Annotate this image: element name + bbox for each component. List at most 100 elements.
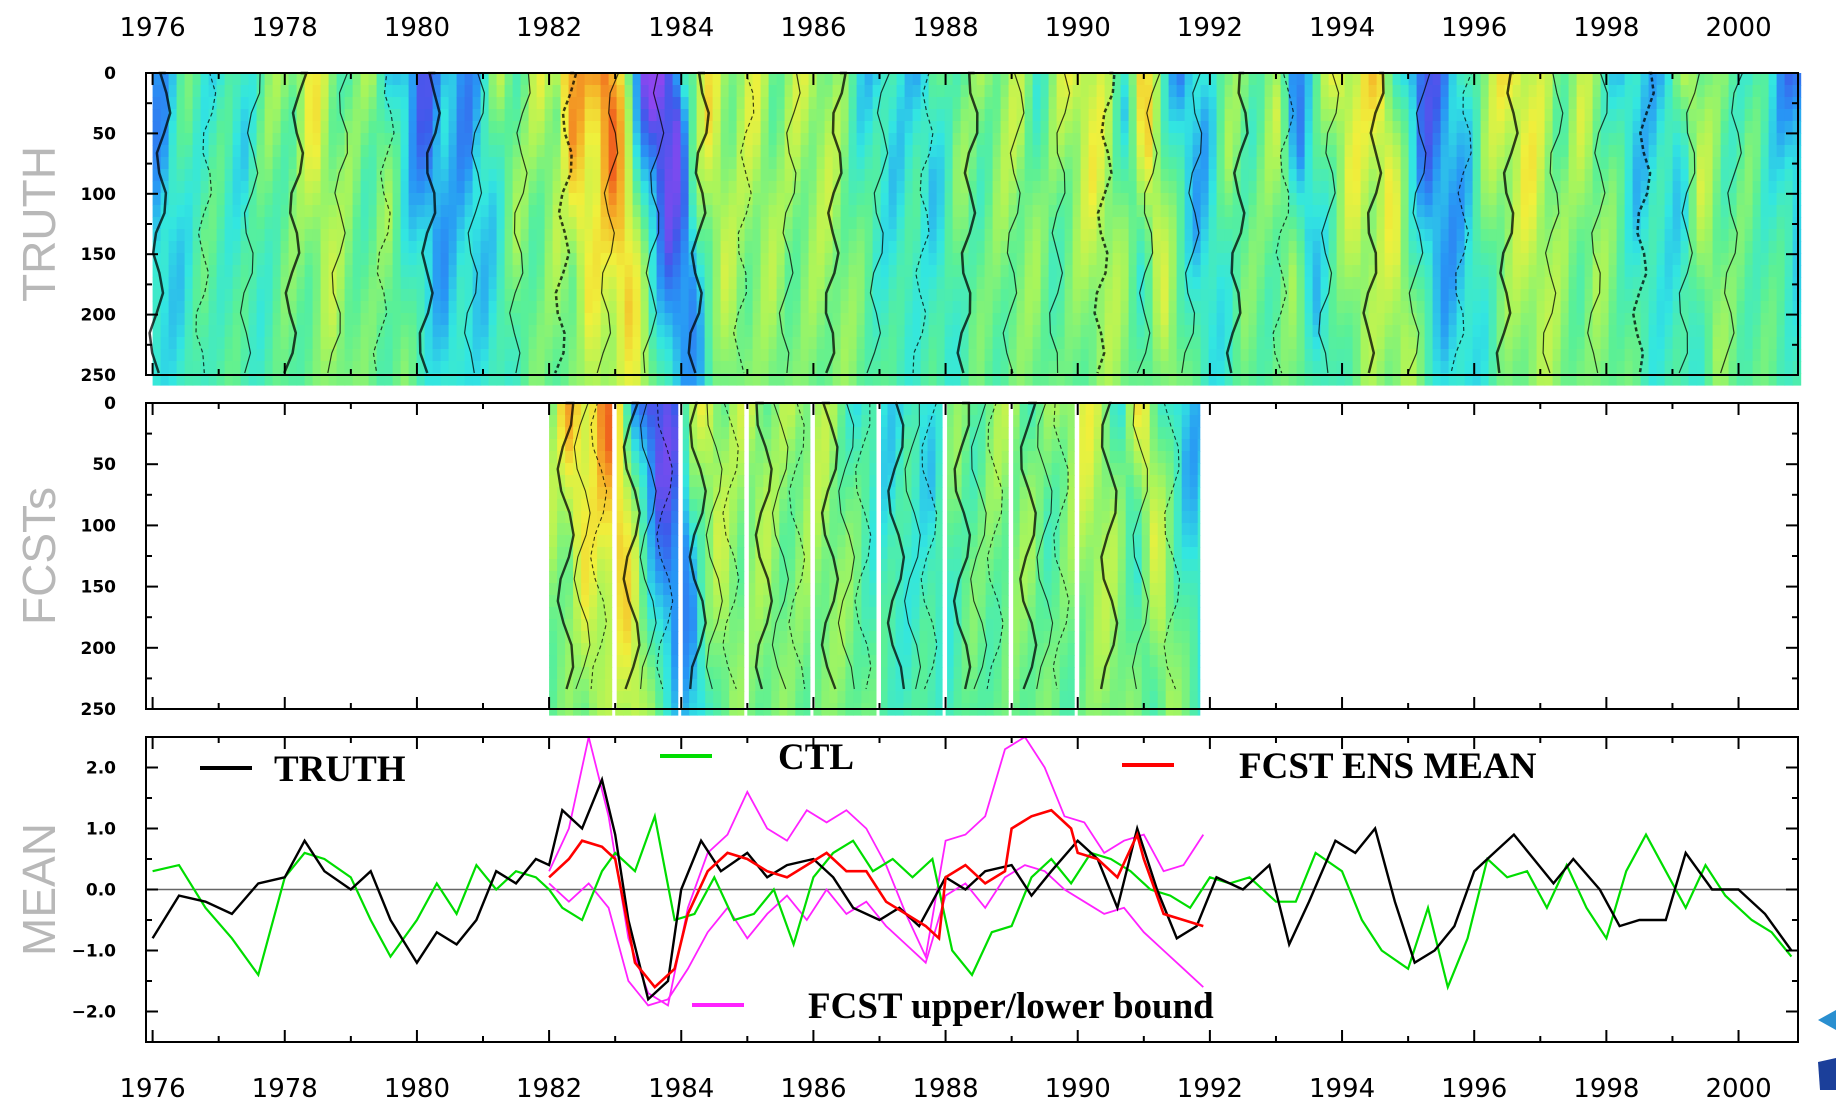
heatmap-cell xyxy=(704,193,714,206)
heatmap-cell xyxy=(896,361,906,374)
heatmap-cell xyxy=(528,313,538,326)
heatmap-cell xyxy=(840,97,850,110)
heatmap-cell xyxy=(1072,265,1082,278)
heatmap-cell xyxy=(960,337,970,350)
heatmap-cell xyxy=(208,97,218,110)
heatmap-cell xyxy=(296,349,306,362)
heatmap-cell xyxy=(1520,217,1530,230)
heatmap-cell xyxy=(1360,217,1370,230)
heatmap-cell xyxy=(1584,121,1594,134)
heatmap-cell xyxy=(1656,265,1666,278)
heatmap-cell xyxy=(1096,241,1106,254)
heatmap-cell xyxy=(1592,193,1602,206)
heatmap-cell xyxy=(880,109,890,122)
heatmap-cell xyxy=(392,373,402,386)
heatmap-cell xyxy=(184,373,194,386)
heatmap-cell xyxy=(1128,313,1138,326)
heatmap-cell xyxy=(920,85,930,98)
heatmap-cell xyxy=(1280,145,1290,158)
heatmap-cell xyxy=(488,337,498,350)
heatmap-cell xyxy=(1664,277,1674,290)
heatmap-cell xyxy=(656,121,666,134)
heatmap-cell xyxy=(1080,109,1090,122)
heatmap-cell xyxy=(1488,229,1498,242)
heatmap-cell xyxy=(1136,85,1146,98)
heatmap-cell xyxy=(464,169,474,182)
heatmap-cell xyxy=(984,73,994,86)
heatmap-cell xyxy=(1184,97,1194,110)
heatmap-cell xyxy=(976,217,986,230)
heatmap-cell xyxy=(696,109,706,122)
heatmap-cell xyxy=(440,133,450,146)
heatmap-cell xyxy=(1600,121,1610,134)
heatmap-cell xyxy=(296,133,306,146)
heatmap-cell xyxy=(600,361,610,374)
heatmap-cell xyxy=(1464,145,1474,158)
heatmap-cell xyxy=(1592,145,1602,158)
heatmap-cell xyxy=(1432,373,1442,386)
heatmap-cell xyxy=(808,229,818,242)
heatmap-cell xyxy=(776,325,786,338)
heatmap-cell xyxy=(1248,265,1258,278)
heatmap-cell xyxy=(1232,73,1242,86)
heatmap-cell xyxy=(1112,205,1122,218)
heatmap-cell xyxy=(1592,73,1602,86)
heatmap-cell xyxy=(1536,181,1546,194)
heatmap-cell xyxy=(224,85,234,98)
heatmap-cell xyxy=(1128,85,1138,98)
heatmap-cell xyxy=(688,337,698,350)
heatmap-cell xyxy=(464,217,474,230)
heatmap-cell xyxy=(192,229,202,242)
heatmap-cell xyxy=(832,277,842,290)
heatmap-cell xyxy=(1432,349,1442,362)
heatmap-cell xyxy=(1304,85,1314,98)
heatmap-cell xyxy=(680,301,690,314)
heatmap-cell xyxy=(152,253,162,266)
heatmap-cell xyxy=(1496,253,1506,266)
heatmap-cell xyxy=(1592,337,1602,350)
heatmap-cell xyxy=(592,241,602,254)
heatmap-cell xyxy=(1104,373,1114,386)
heatmap-cell xyxy=(480,181,490,194)
heatmap-cell xyxy=(1384,73,1394,86)
heatmap-cell xyxy=(1504,277,1514,290)
heatmap-cell xyxy=(264,361,274,374)
heatmap-cell xyxy=(672,373,682,386)
heatmap-cell xyxy=(1544,349,1554,362)
heatmap-cell xyxy=(504,229,514,242)
heatmap-cell xyxy=(1008,85,1018,98)
heatmap-cell xyxy=(888,169,898,182)
heatmap-cell xyxy=(1000,97,1010,110)
heatmap-cell xyxy=(696,193,706,206)
heatmap-cell xyxy=(1424,169,1434,182)
heatmap-cell xyxy=(1208,337,1218,350)
heatmap-cell xyxy=(1488,85,1498,98)
heatmap-cell xyxy=(744,145,754,158)
heatmap-cell xyxy=(1200,277,1210,290)
heatmap-cell xyxy=(1520,289,1530,302)
heatmap-cell xyxy=(1496,181,1506,194)
heatmap-cell xyxy=(1280,157,1290,170)
heatmap-cell xyxy=(1128,145,1138,158)
heatmap-cell xyxy=(960,181,970,194)
heatmap-cell xyxy=(184,349,194,362)
heatmap-cell xyxy=(264,253,274,266)
heatmap-cell xyxy=(336,337,346,350)
heatmap-cell xyxy=(304,361,314,374)
heatmap-cell xyxy=(808,265,818,278)
heatmap-cell xyxy=(768,85,778,98)
heatmap-cell xyxy=(648,253,658,266)
heatmap-cell xyxy=(1616,85,1626,98)
heatmap-cell xyxy=(944,301,954,314)
heatmap-cell xyxy=(400,277,410,290)
heatmap-cell xyxy=(456,277,466,290)
heatmap-cell xyxy=(400,97,410,110)
heatmap-cell xyxy=(320,73,330,86)
heatmap-cell xyxy=(720,277,730,290)
heatmap-cell xyxy=(392,361,402,374)
heatmap-cell xyxy=(624,301,634,314)
heatmap-cell xyxy=(512,193,522,206)
heatmap-cell xyxy=(1328,217,1338,230)
heatmap-cell xyxy=(1472,277,1482,290)
heatmap-cell xyxy=(960,265,970,278)
